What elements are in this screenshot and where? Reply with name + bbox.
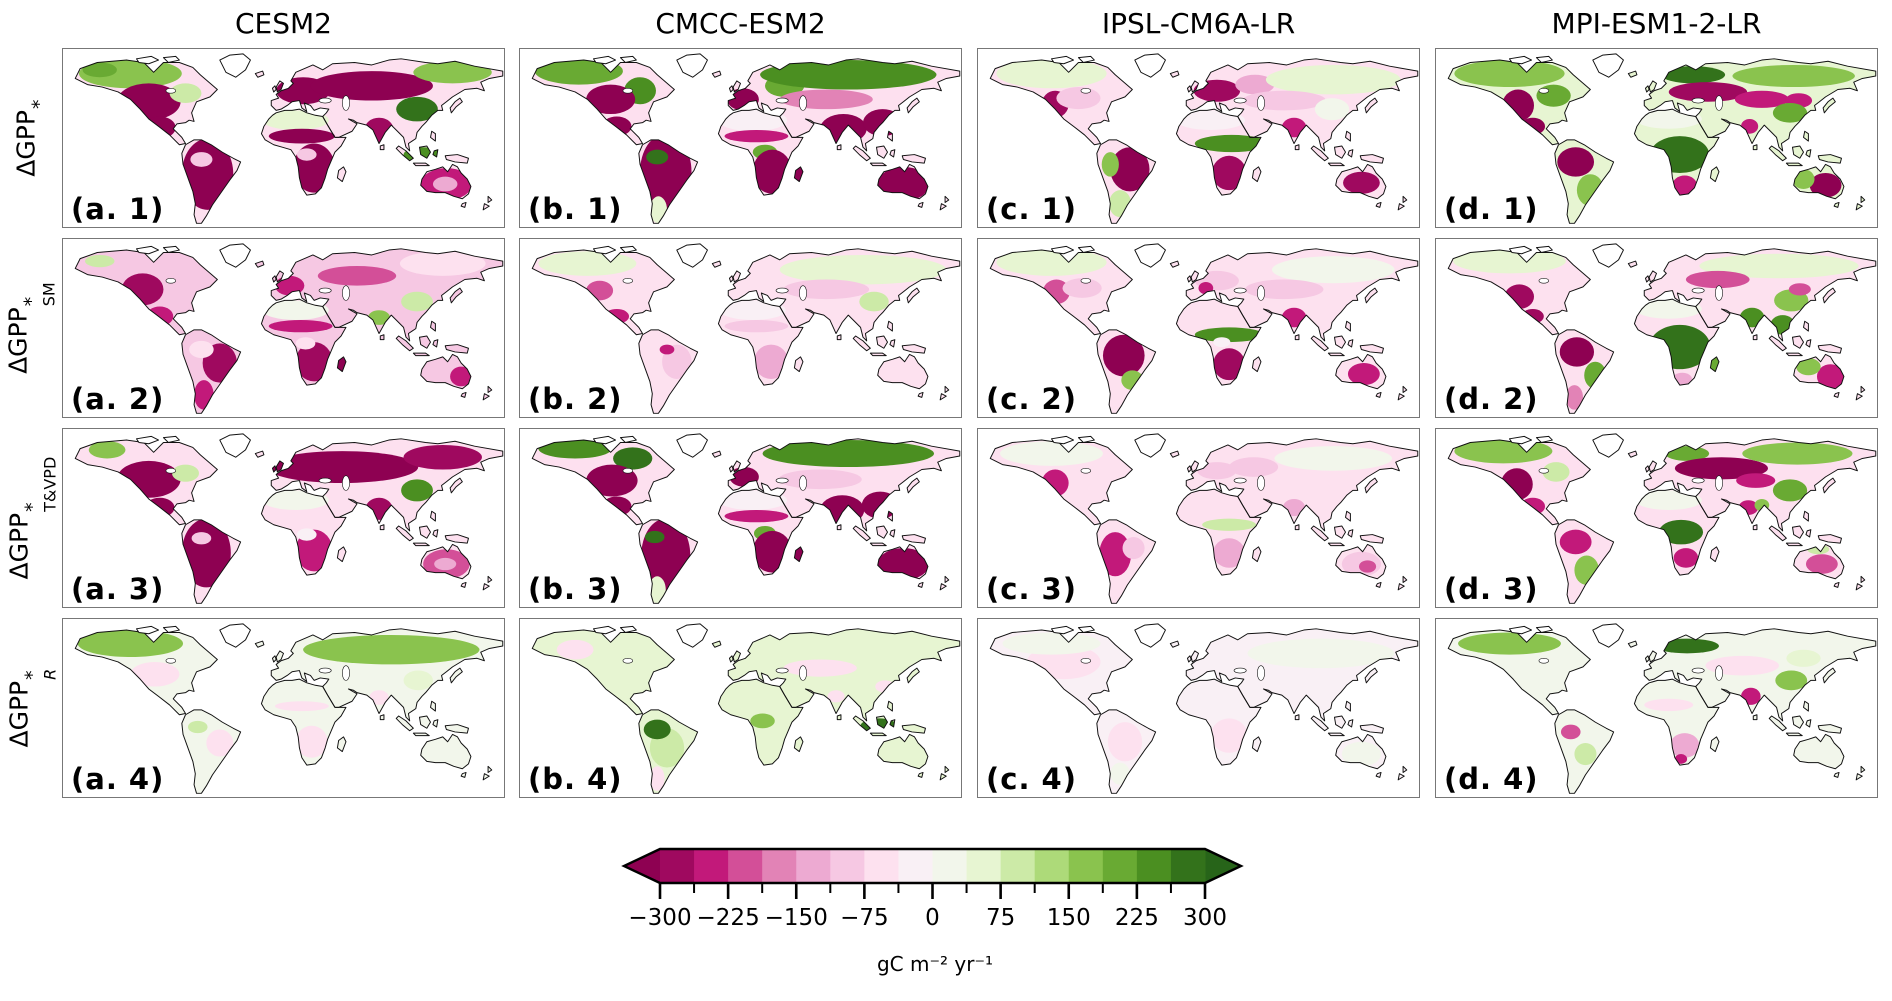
column-title-mpi-esm1-2-lr: MPI-ESM1-2-LR xyxy=(1551,7,1762,40)
colorbar-tick-label: −225 xyxy=(697,905,760,931)
colorbar-segment xyxy=(728,849,763,883)
world-map-c1 xyxy=(978,49,1419,227)
world-map-a1 xyxy=(63,49,504,227)
colorbar-tick-label: 150 xyxy=(1047,905,1091,931)
row-label-superscript: * xyxy=(21,670,44,680)
world-map-d4 xyxy=(1436,619,1877,797)
colorbar-tick-label: 225 xyxy=(1115,905,1159,931)
panel-label-b3: (b. 3) xyxy=(528,572,623,606)
row-label-text: ΔGPP xyxy=(11,109,41,177)
world-map-b3 xyxy=(520,429,961,607)
panel-label-d1: (d. 1) xyxy=(1444,192,1539,226)
column-title-ipsl-cm6a-lr: IPSL-CM6A-LR xyxy=(1101,7,1296,40)
panel-label-a2: (a. 2) xyxy=(71,382,165,416)
colorbar-extend-left xyxy=(624,849,660,883)
colorbar-segment xyxy=(1034,849,1070,883)
colorbar-segment xyxy=(932,849,968,883)
row-label-subscript: T&VPD xyxy=(40,456,60,512)
panel-label-c3: (c. 3) xyxy=(986,572,1077,606)
colorbar-extend-right xyxy=(1205,849,1241,883)
column-title-cmcc-esm2: CMCC-ESM2 xyxy=(655,7,826,40)
world-map-a2 xyxy=(63,239,504,417)
row-label-subscript: SM xyxy=(40,282,60,307)
row-label-dgpp-r: ΔGPP * R xyxy=(0,618,62,798)
map-panel-d2: (d. 2) xyxy=(1435,238,1878,418)
map-panel-b1: (b. 1) xyxy=(519,48,962,228)
row-label-superscript: * xyxy=(21,502,44,512)
row-label-subscript: R xyxy=(40,668,60,680)
colorbar-tick-label: 300 xyxy=(1183,905,1227,931)
colorbar-tick-label: −150 xyxy=(765,905,828,931)
world-map-c4 xyxy=(978,619,1419,797)
map-panel-c4: (c. 4) xyxy=(977,618,1420,798)
world-map-d2 xyxy=(1436,239,1877,417)
map-panel-c3: (c. 3) xyxy=(977,428,1420,608)
colorbar-tick-label: −300 xyxy=(628,905,691,931)
panel-label-c1: (c. 1) xyxy=(986,192,1077,226)
map-panel-a2: (a. 2) xyxy=(62,238,505,418)
row-label-dgpp-tvpd: ΔGPP * T&VPD xyxy=(0,428,62,608)
world-map-b1 xyxy=(520,49,961,227)
colorbar-segment xyxy=(898,849,933,883)
map-panel-d4: (d. 4) xyxy=(1435,618,1878,798)
colorbar-tick-label: 75 xyxy=(986,905,1015,931)
world-map-b2 xyxy=(520,239,961,417)
panel-label-a3: (a. 3) xyxy=(71,572,165,606)
colorbar: −300 −225 −150 −75 0 75 150 225 300 xyxy=(621,847,1244,931)
colorbar-segment xyxy=(1000,849,1036,883)
world-map-a3 xyxy=(63,429,504,607)
world-map-c3 xyxy=(978,429,1419,607)
map-panel-a4: (a. 4) xyxy=(62,618,505,798)
row-label-text: ΔGPP xyxy=(3,307,33,374)
map-panel-d1: (d. 1) xyxy=(1435,48,1878,228)
panel-label-a4: (a. 4) xyxy=(71,762,165,796)
world-map-c2 xyxy=(978,239,1419,417)
panel-label-b4: (b. 4) xyxy=(528,762,623,796)
map-panel-b2: (b. 2) xyxy=(519,238,962,418)
panel-label-d3: (d. 3) xyxy=(1444,572,1539,606)
colorbar-segment xyxy=(864,849,899,883)
colorbar-segment xyxy=(966,849,1002,883)
panel-label-c2: (c. 2) xyxy=(986,382,1077,416)
colorbar-segment xyxy=(1136,849,1172,883)
colorbar-unit-label: gC m⁻² yr⁻¹ xyxy=(876,952,994,976)
row-label-text: ΔGPP xyxy=(3,512,33,580)
row-label-dgpp: ΔGPP * xyxy=(0,48,62,228)
row-label-dgpp-sm: ΔGPP * SM xyxy=(0,238,62,418)
map-panel-a1: (a. 1) xyxy=(62,48,505,228)
colorbar-tick-label: −75 xyxy=(840,905,889,931)
colorbar-segment xyxy=(796,849,831,883)
panel-label-a1: (a. 1) xyxy=(71,192,165,226)
map-panel-a3: (a. 3) xyxy=(62,428,505,608)
world-map-b4 xyxy=(520,619,961,797)
colorbar-segment xyxy=(762,849,797,883)
world-map-d3 xyxy=(1436,429,1877,607)
colorbar-segment xyxy=(830,849,865,883)
panel-label-d2: (d. 2) xyxy=(1444,382,1539,416)
row-label-superscript: * xyxy=(29,99,52,109)
column-title-cesm2: CESM2 xyxy=(235,7,332,40)
row-label-text: ΔGPP xyxy=(3,680,33,748)
map-panel-c1: (c. 1) xyxy=(977,48,1420,228)
map-panel-d3: (d. 3) xyxy=(1435,428,1878,608)
colorbar-tick-label: 0 xyxy=(925,905,940,931)
colorbar-segment xyxy=(694,849,729,883)
world-map-a4 xyxy=(63,619,504,797)
world-map-d1 xyxy=(1436,49,1877,227)
colorbar-segment xyxy=(1102,849,1138,883)
colorbar-segment xyxy=(1170,849,1206,883)
map-panel-b4: (b. 4) xyxy=(519,618,962,798)
colorbar-segment xyxy=(660,849,695,883)
map-panel-c2: (c. 2) xyxy=(977,238,1420,418)
panel-label-b2: (b. 2) xyxy=(528,382,623,416)
colorbar-segment xyxy=(1068,849,1104,883)
panel-label-d4: (d. 4) xyxy=(1444,762,1539,796)
map-panel-b3: (b. 3) xyxy=(519,428,962,608)
panel-label-b1: (b. 1) xyxy=(528,192,623,226)
panel-label-c4: (c. 4) xyxy=(986,762,1077,796)
